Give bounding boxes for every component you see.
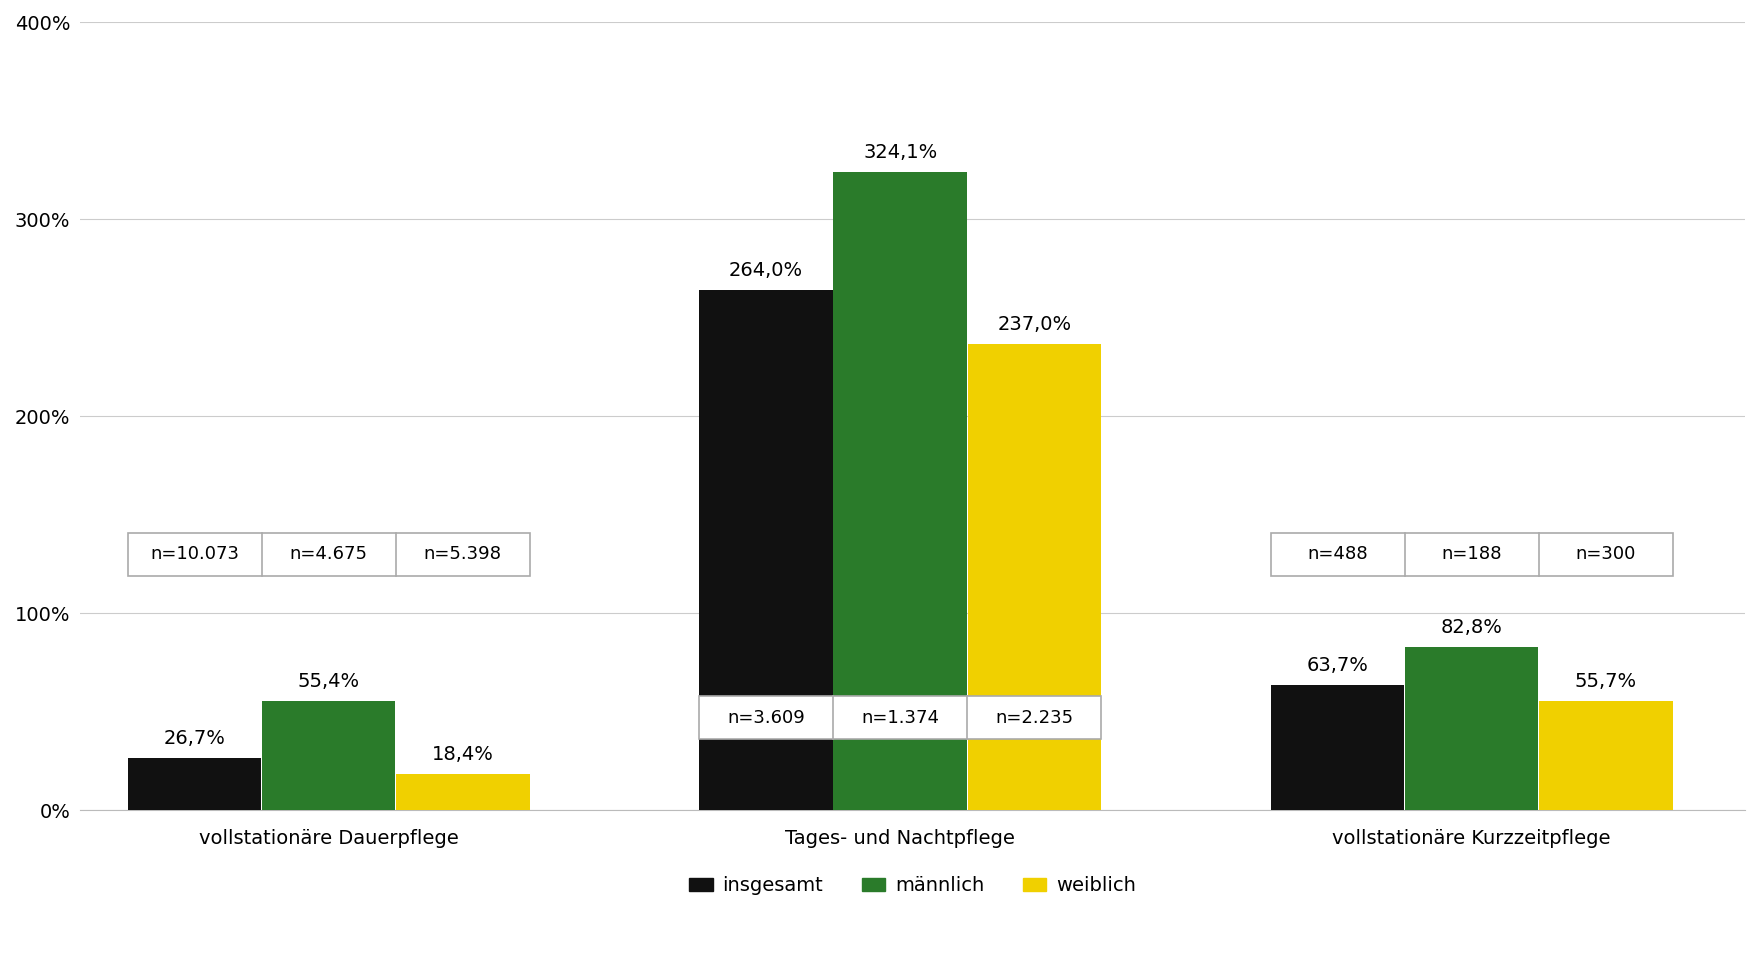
Bar: [834, 172, 966, 810]
Bar: [1404, 648, 1538, 810]
Text: n=2.235: n=2.235: [996, 709, 1074, 726]
Text: n=5.398: n=5.398: [424, 546, 502, 563]
Text: 264,0%: 264,0%: [729, 261, 803, 281]
Bar: [699, 696, 1102, 739]
Text: n=10.073: n=10.073: [150, 546, 239, 563]
Bar: [1538, 700, 1672, 810]
Text: n=1.374: n=1.374: [861, 709, 940, 726]
Text: n=488: n=488: [1308, 546, 1368, 563]
Bar: [396, 774, 530, 810]
Text: 63,7%: 63,7%: [1306, 656, 1369, 675]
Legend: insgesamt, männlich, weiblich: insgesamt, männlich, weiblich: [681, 868, 1144, 903]
Bar: [128, 757, 260, 810]
Bar: [968, 344, 1102, 810]
Bar: [1271, 685, 1404, 810]
Bar: [699, 290, 832, 810]
Text: 237,0%: 237,0%: [998, 315, 1072, 334]
Text: 55,7%: 55,7%: [1575, 672, 1637, 690]
Text: 55,4%: 55,4%: [297, 672, 359, 691]
Bar: [128, 532, 530, 576]
Bar: [262, 701, 396, 810]
Text: n=188: n=188: [1441, 546, 1501, 563]
Text: 324,1%: 324,1%: [862, 143, 938, 162]
Bar: [1271, 532, 1672, 576]
Text: n=3.609: n=3.609: [727, 709, 804, 726]
Text: 18,4%: 18,4%: [431, 745, 495, 764]
Text: 26,7%: 26,7%: [164, 729, 225, 748]
Text: n=300: n=300: [1575, 546, 1637, 563]
Text: 82,8%: 82,8%: [1441, 619, 1503, 637]
Text: n=4.675: n=4.675: [290, 546, 368, 563]
